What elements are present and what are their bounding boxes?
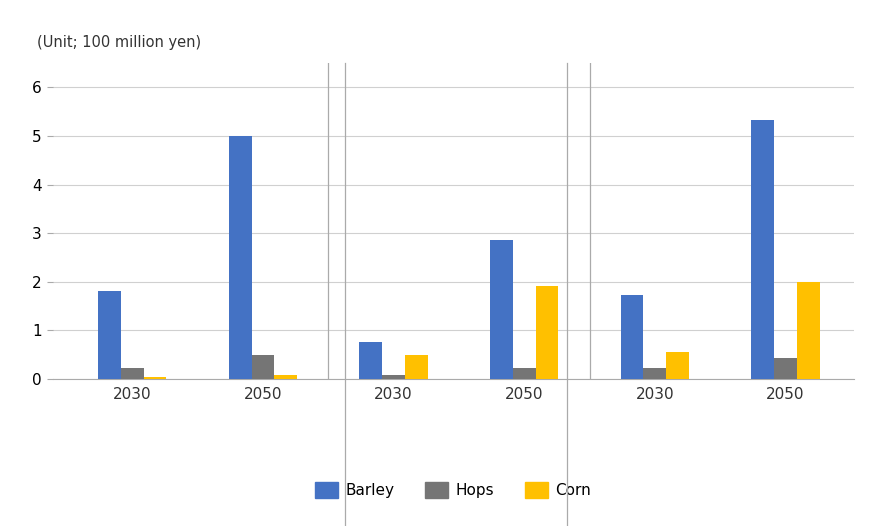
Bar [490,240,513,379]
Bar [752,120,774,379]
Bar [275,375,297,379]
Bar [229,136,252,379]
Bar [774,358,796,379]
Bar [143,377,166,379]
Bar [382,376,405,379]
Bar [536,287,558,379]
Legend: Barley, Hops, Corn: Barley, Hops, Corn [307,475,599,506]
Bar [121,368,143,379]
Bar [513,368,536,379]
Bar [796,281,819,379]
Bar [666,352,689,379]
Text: (Unit; 100 million yen): (Unit; 100 million yen) [37,35,201,50]
Bar [405,356,428,379]
Bar [99,291,121,379]
Bar [360,342,382,379]
Bar [643,368,666,379]
Bar [620,295,643,379]
Bar [252,356,275,379]
